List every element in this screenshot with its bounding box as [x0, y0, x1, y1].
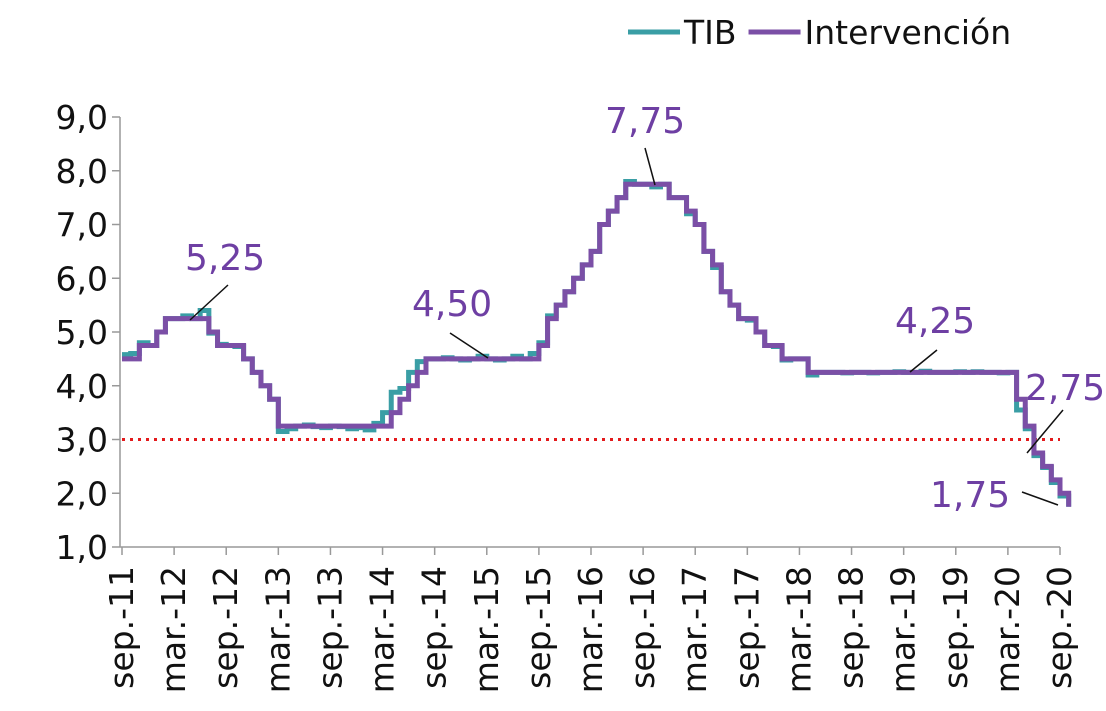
- x-tick-label: sep.-19: [936, 566, 975, 689]
- leader-line: [1026, 409, 1064, 454]
- x-tick-label: sep.-16: [623, 566, 662, 689]
- x-tick-label: mar.-14: [363, 566, 402, 693]
- y-tick-label: 7,0: [56, 206, 108, 245]
- x-tick-label: sep.-17: [727, 566, 766, 689]
- y-tick-label: 5,0: [56, 313, 108, 352]
- annotation: 7,75: [605, 101, 685, 142]
- leader-line: [449, 332, 489, 359]
- x-tick-label: mar.-18: [779, 566, 818, 693]
- series-line: [122, 181, 1072, 507]
- x-tick-label: mar.-19: [884, 566, 923, 693]
- x-tick-label: sep.-14: [415, 566, 454, 689]
- x-tick-label: mar.-17: [675, 566, 714, 693]
- annotation: 4,50: [412, 284, 492, 325]
- y-tick-label: 6,0: [56, 259, 108, 298]
- leader-line: [189, 284, 229, 321]
- x-tick-label: sep.-12: [206, 566, 245, 689]
- leader-line: [644, 147, 656, 186]
- y-tick-label: 4,0: [56, 367, 108, 406]
- annotation: 5,25: [185, 238, 265, 279]
- legend-label: Intervención: [805, 13, 1012, 52]
- x-tick-label: sep.-11: [102, 566, 141, 689]
- annotation: 4,25: [895, 301, 975, 342]
- x-tick-label: mar.-20: [988, 566, 1027, 693]
- y-tick-label: 2,0: [56, 474, 108, 513]
- annotation: 2,75: [1025, 368, 1105, 409]
- leader-line: [909, 349, 938, 373]
- x-tick-label: mar.-13: [258, 566, 297, 693]
- y-tick-label: 8,0: [56, 152, 108, 191]
- x-tick-label: mar.-16: [571, 566, 610, 693]
- series-line: [122, 179, 1072, 507]
- x-tick-label: sep.-18: [832, 566, 871, 689]
- x-tick-label: mar.-15: [467, 566, 506, 693]
- y-tick-label: 3,0: [56, 421, 108, 460]
- leader-line: [1021, 491, 1059, 506]
- y-tick-label: 1,0: [56, 528, 108, 567]
- legend-label: TIB: [683, 13, 737, 52]
- x-tick-label: sep.-15: [519, 566, 558, 689]
- x-tick-label: sep.-20: [1040, 566, 1079, 689]
- x-tick-label: mar.-12: [154, 566, 193, 693]
- annotation: 1,75: [930, 475, 1010, 516]
- y-tick-label: 9,0: [56, 98, 108, 137]
- x-tick-label: sep.-13: [310, 566, 349, 689]
